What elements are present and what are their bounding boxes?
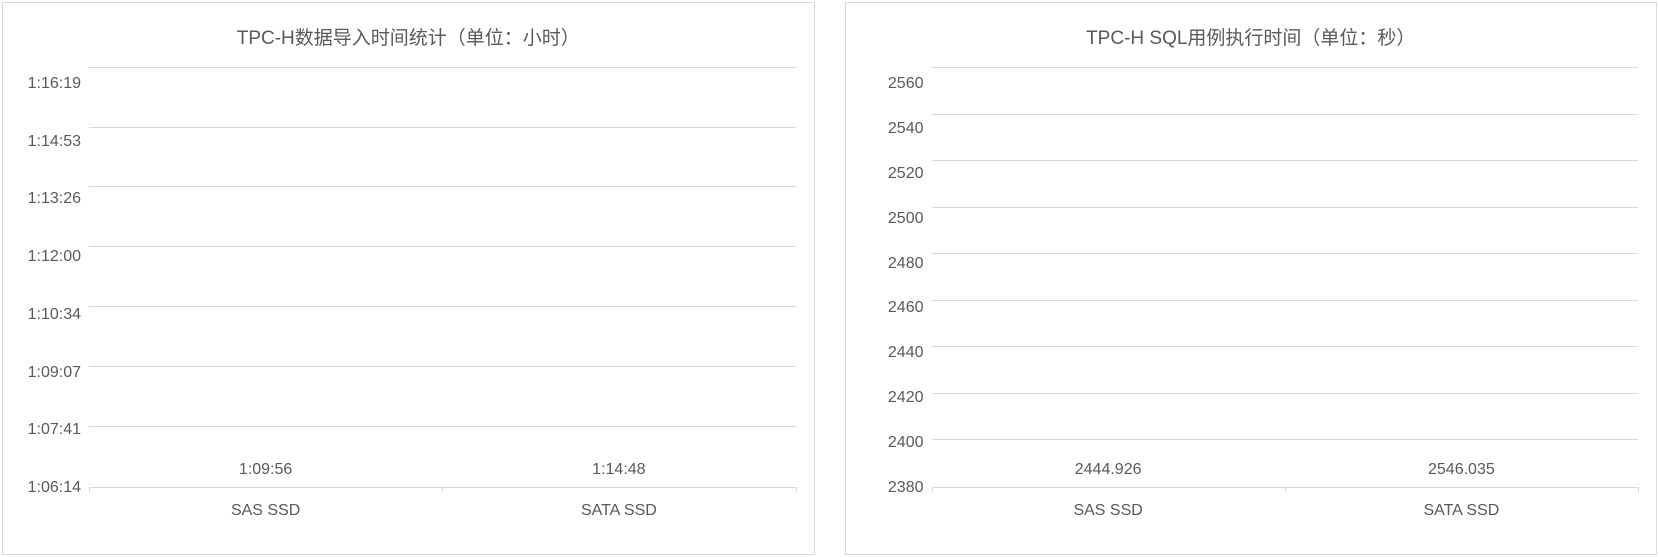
chart-panel-right: TPC-H SQL用例执行时间（单位：秒） 2560 2540 2520 2500 24… [845, 2, 1658, 555]
x-tick-mark [796, 487, 797, 492]
y-tick-label: 1:14:53 [28, 134, 81, 150]
chart-panel-left: TPC-H数据导入时间统计（单位：小时） 1:16:19 1:14:53 1:13:… [2, 2, 815, 555]
plot-row-left: 1:16:19 1:14:53 1:13:26 1:12:00 1:10:34 1:09:… [21, 68, 796, 488]
gridline [932, 439, 1639, 440]
gridline [932, 393, 1639, 394]
x-label-sas-left: SAS SSD [89, 502, 442, 520]
x-label-sata-left: SATA SSD [442, 502, 795, 520]
y-tick-label: 1:13:26 [28, 191, 81, 207]
y-tick-label: 1:06:14 [28, 480, 81, 496]
bar-value-label: 1:09:56 [138, 461, 392, 479]
gridline [932, 346, 1639, 347]
gridline [89, 67, 796, 68]
y-tick-label: 2520 [888, 166, 924, 182]
gridline [89, 186, 796, 187]
bar-value-label: 1:14:48 [492, 461, 746, 479]
y-tick-label: 2500 [888, 211, 924, 227]
x-axis-right: SAS SSD SATA SSD [932, 488, 1639, 520]
x-tick-mark [89, 487, 90, 492]
y-tick-label: 2380 [888, 480, 924, 496]
y-tick-label: 1:09:07 [28, 365, 81, 381]
y-tick-label: 2420 [888, 390, 924, 406]
gridline [932, 300, 1639, 301]
gridline [89, 306, 796, 307]
bar-value-label: 2444.926 [981, 461, 1235, 479]
y-axis-left: 1:16:19 1:14:53 1:13:26 1:12:00 1:10:34 1:09:… [21, 68, 89, 488]
y-tick-label: 1:16:19 [28, 76, 81, 92]
gridline [932, 207, 1639, 208]
x-tick-mark [1638, 487, 1639, 492]
chart-title-left: TPC-H数据导入时间统计（单位：小时） [21, 13, 796, 68]
y-tick-label: 2400 [888, 435, 924, 451]
x-tick-mark [932, 487, 933, 492]
gridline [89, 127, 796, 128]
x-label-sata-right: SATA SSD [1285, 502, 1638, 520]
y-tick-label: 2440 [888, 345, 924, 361]
y-tick-label: 1:07:41 [28, 422, 81, 438]
y-axis-right: 2560254025202500248024602440242024002380 [864, 68, 932, 488]
y-tick-label: 2560 [888, 76, 924, 92]
gridline [89, 426, 796, 427]
gridline [932, 67, 1639, 68]
x-axis-left: SAS SSD SATA SSD [89, 488, 796, 520]
y-tick-label: 2480 [888, 256, 924, 272]
plot-area-right: 2444.926 2546.035 [932, 68, 1639, 488]
x-tick-mark [1285, 487, 1286, 492]
page: TPC-H数据导入时间统计（单位：小时） 1:16:19 1:14:53 1:13:… [0, 0, 1659, 557]
y-tick-label: 2460 [888, 300, 924, 316]
y-tick-label: 1:10:34 [28, 307, 81, 323]
y-tick-label: 1:12:00 [28, 249, 81, 265]
gridline [89, 246, 796, 247]
chart-title-right: TPC-H SQL用例执行时间（单位：秒） [864, 13, 1639, 68]
x-label-sas-right: SAS SSD [932, 502, 1285, 520]
gridline [932, 253, 1639, 254]
bar-value-label: 2546.035 [1334, 461, 1588, 479]
gridline [932, 114, 1639, 115]
y-tick-label: 2540 [888, 121, 924, 137]
plot-row-right: 2560254025202500248024602440242024002380… [864, 68, 1639, 488]
x-tick-mark [442, 487, 443, 492]
gridline [89, 366, 796, 367]
plot-area-left: 1:09:56 1:14:48 [89, 68, 796, 488]
gridline [932, 160, 1639, 161]
